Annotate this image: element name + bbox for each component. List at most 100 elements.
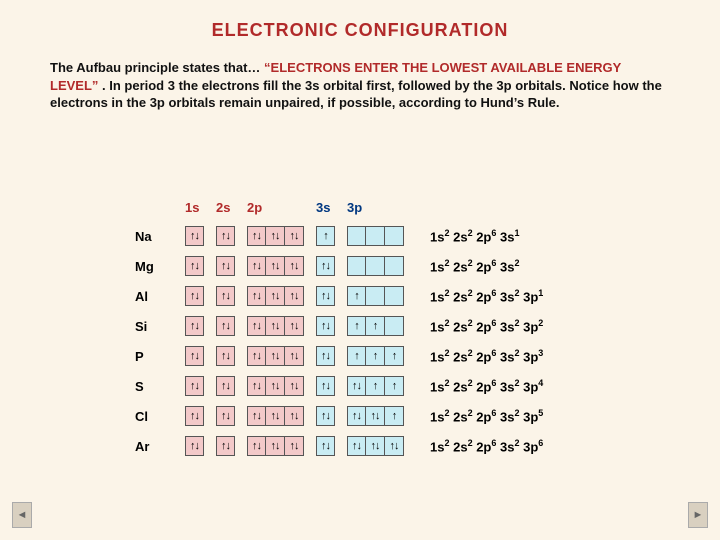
orbital-box: ↑↓ bbox=[285, 376, 304, 396]
orbital-group: ↑↓ ↑↓ ↑↓ bbox=[247, 406, 304, 426]
orbital-group bbox=[347, 256, 404, 276]
electron-config: 1s2 2s2 2p6 3s2 bbox=[430, 258, 519, 274]
orbital-box: ↑↓ bbox=[285, 286, 304, 306]
element-row: Na↑↓↑↓↑↓↑↓↑↓↑1s2 2s2 2p6 3s1 bbox=[135, 221, 543, 251]
orbital-group: ↑↓ bbox=[185, 286, 204, 306]
orbital-box: ↑↓ bbox=[316, 316, 335, 336]
orbital-box: ↑↓ bbox=[316, 286, 335, 306]
electron-arrows: ↑↓ bbox=[221, 321, 230, 332]
orbital-box: ↑↓ bbox=[316, 256, 335, 276]
orbital-group: ↑↓ bbox=[316, 316, 335, 336]
electron-arrows: ↑↓ bbox=[290, 381, 299, 392]
orbital-box: ↑ bbox=[366, 376, 385, 396]
element-label: Cl bbox=[135, 409, 185, 424]
electron-arrows: ↑↓ bbox=[190, 351, 199, 362]
electron-arrows: ↑↓ bbox=[252, 351, 261, 362]
orbital-box: ↑↓ bbox=[216, 346, 235, 366]
electron-arrows: ↑↓ bbox=[252, 411, 261, 422]
electron-arrows: ↑ bbox=[354, 351, 359, 362]
orbital-group: ↑↓ bbox=[216, 286, 235, 306]
electron-arrows: ↑↓ bbox=[321, 291, 330, 302]
orbital-group: ↑↓ bbox=[216, 406, 235, 426]
orbital-box: ↑ bbox=[385, 406, 404, 426]
orbital-box: ↑↓ bbox=[266, 436, 285, 456]
electron-arrows: ↑↓ bbox=[290, 321, 299, 332]
electron-arrows: ↑↓ bbox=[221, 441, 230, 452]
electron-config: 1s2 2s2 2p6 3s2 3p4 bbox=[430, 378, 543, 394]
electron-arrows: ↑↓ bbox=[290, 411, 299, 422]
electron-arrows: ↑↓ bbox=[221, 351, 230, 362]
intro-paragraph: The Aufbau principle states that… “ELECT… bbox=[0, 41, 720, 112]
electron-arrows: ↑↓ bbox=[271, 231, 280, 242]
electron-arrows: ↑↓ bbox=[252, 441, 261, 452]
electron-arrows: ↑↓ bbox=[221, 381, 230, 392]
element-row: P↑↓↑↓↑↓↑↓↑↓↑↓↑↑↑1s2 2s2 2p6 3s2 3p3 bbox=[135, 341, 543, 371]
electron-arrows: ↑↓ bbox=[271, 381, 280, 392]
orbital-box: ↑ bbox=[347, 346, 366, 366]
orbital-group: ↑↓↑↓↑↓ bbox=[347, 436, 404, 456]
orbital-box: ↑↓ bbox=[266, 376, 285, 396]
orbital-group: ↑↓ bbox=[216, 436, 235, 456]
electron-arrows: ↑↓ bbox=[271, 441, 280, 452]
orbital-box: ↑↓ bbox=[247, 436, 266, 456]
orbital-box: ↑↓ bbox=[266, 406, 285, 426]
orbital-header: 2s bbox=[216, 200, 247, 215]
orbital-group: ↑↓ bbox=[185, 436, 204, 456]
orbital-box bbox=[385, 256, 404, 276]
orbital-group: ↑↓ bbox=[216, 316, 235, 336]
orbital-box: ↑↓ bbox=[185, 316, 204, 336]
orbital-box bbox=[385, 286, 404, 306]
electron-arrows: ↑↓ bbox=[321, 441, 330, 452]
orbital-box: ↑↓ bbox=[266, 346, 285, 366]
electron-arrows: ↑↓ bbox=[190, 261, 199, 272]
electron-arrows: ↑ bbox=[373, 381, 378, 392]
intro-pre: The Aufbau principle states that… bbox=[50, 60, 264, 75]
orbital-header: 1s bbox=[185, 200, 216, 215]
orbital-group: ↑↓ bbox=[216, 346, 235, 366]
orbital-box: ↑↓ bbox=[347, 436, 366, 456]
orbital-box: ↑↓ bbox=[247, 226, 266, 246]
orbital-group: ↑↓↑↓↑ bbox=[347, 406, 404, 426]
orbital-group: ↑↓ bbox=[216, 256, 235, 276]
orbital-box bbox=[385, 316, 404, 336]
electron-arrows: ↑↓ bbox=[190, 411, 199, 422]
orbital-box: ↑ bbox=[316, 226, 335, 246]
electron-config: 1s2 2s2 2p6 3s2 3p5 bbox=[430, 408, 543, 424]
electron-config: 1s2 2s2 2p6 3s2 3p2 bbox=[430, 318, 543, 334]
orbital-group: ↑↓↑↓↑↓ bbox=[247, 286, 304, 306]
element-label: P bbox=[135, 349, 185, 364]
orbital-box: ↑ bbox=[347, 316, 366, 336]
orbital-group: ↑↓↑↑ bbox=[347, 376, 404, 396]
electron-arrows: ↑ bbox=[373, 351, 378, 362]
orbital-header: 3s bbox=[316, 200, 347, 215]
element-label: Si bbox=[135, 319, 185, 334]
orbital-group: ↑↓ bbox=[316, 286, 335, 306]
electron-arrows: ↑ bbox=[392, 411, 397, 422]
electron-config: 1s2 2s2 2p6 3s2 3p1 bbox=[430, 288, 543, 304]
electron-arrows: ↑↓ bbox=[271, 321, 280, 332]
orbital-box: ↑↓ bbox=[266, 226, 285, 246]
orbital-box: ↑↓ bbox=[185, 406, 204, 426]
orbital-group: ↑↓↑↓↑↓ bbox=[247, 256, 304, 276]
orbital-box: ↑ bbox=[385, 346, 404, 366]
orbital-box: ↑↓ bbox=[285, 406, 304, 426]
orbital-group: ↑↓ bbox=[316, 406, 335, 426]
orbital-group: ↑ bbox=[316, 226, 335, 246]
orbital-box: ↑↓ bbox=[366, 436, 385, 456]
orbital-box: ↑↓ bbox=[216, 436, 235, 456]
orbital-box: ↑↓ bbox=[185, 436, 204, 456]
orbital-box: ↑↓ bbox=[185, 226, 204, 246]
orbital-group: ↑↓ bbox=[316, 376, 335, 396]
electron-arrows: ↑ bbox=[354, 291, 359, 302]
orbital-group bbox=[347, 226, 404, 246]
prev-button[interactable]: ◄ bbox=[12, 502, 32, 528]
orbital-box: ↑ bbox=[385, 376, 404, 396]
orbital-box: ↑↓ bbox=[285, 346, 304, 366]
electron-config: 1s2 2s2 2p6 3s2 3p3 bbox=[430, 348, 543, 364]
element-label: Ar bbox=[135, 439, 185, 454]
orbital-group: ↑↓↑↓↑↓ bbox=[247, 346, 304, 366]
orbital-group: ↑ ↑ ↑ bbox=[347, 346, 404, 366]
next-button[interactable]: ► bbox=[688, 502, 708, 528]
electron-arrows: ↑↓ bbox=[252, 381, 261, 392]
orbital-headers: 1s2s2p3s3p bbox=[135, 200, 543, 215]
